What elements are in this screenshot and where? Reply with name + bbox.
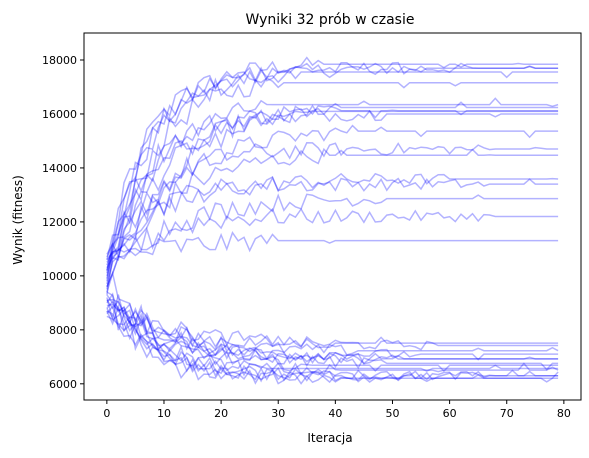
plot-frame: [83, 32, 582, 401]
series-line-19: [106, 297, 559, 349]
series-line-7: [106, 101, 559, 287]
series-line-10: [106, 107, 559, 279]
y-tick-label: 8000: [49, 324, 77, 337]
series-line-21: [106, 270, 559, 356]
series-line-8: [106, 105, 559, 274]
x-tick-label: 50: [385, 407, 399, 420]
series-line-2: [106, 62, 559, 260]
series-line-14: [106, 172, 559, 259]
series-line-26: [106, 304, 559, 373]
y-axis-label: Wynik (fitness): [11, 175, 25, 265]
series-line-16: [106, 193, 559, 271]
y-tick-label: 14000: [42, 162, 77, 175]
series-line-31: [106, 299, 559, 384]
axes-layer: 0 10 20 30 40 50 60 70 80 6000 8000 10000 12000 14000…: [42, 32, 582, 420]
x-tick-label: 70: [500, 407, 514, 420]
series-line-12: [106, 142, 559, 290]
series-line-17: [106, 207, 559, 293]
series-line-11: [106, 124, 559, 269]
series-line-4: [106, 66, 559, 266]
series-line-9: [106, 105, 559, 263]
series-layer: [106, 56, 559, 385]
y-tick-label: 6000: [49, 378, 77, 391]
series-line-29: [106, 291, 559, 382]
x-axis-label: Iteracja: [307, 431, 352, 445]
x-tick-label: 30: [271, 407, 285, 420]
chart-title: Wyniki 32 prób w czasie: [246, 12, 415, 28]
series-line-6: [106, 97, 559, 255]
series-line-18: [106, 231, 559, 261]
x-tick-label: 60: [443, 407, 457, 420]
series-line-20: [106, 302, 559, 351]
series-line-22: [106, 303, 559, 361]
series-line-32: [106, 310, 559, 385]
series-line-15: [106, 176, 559, 285]
x-tick-label: 0: [103, 407, 110, 420]
series-line-1: [106, 56, 559, 271]
series-line-23: [106, 298, 559, 365]
y-tick-label: 10000: [42, 270, 77, 283]
y-tick-label: 18000: [42, 54, 77, 67]
series-line-3: [106, 61, 559, 282]
x-tick-label: 10: [157, 407, 171, 420]
y-tick-label: 12000: [42, 216, 77, 229]
series-line-28: [106, 315, 559, 372]
x-tick-label: 20: [214, 407, 228, 420]
series-line-25: [106, 294, 559, 371]
x-tick-label: 80: [557, 407, 571, 420]
series-line-30: [106, 300, 559, 382]
series-line-27: [106, 292, 559, 377]
y-tick-label: 16000: [42, 108, 77, 121]
series-line-13: [106, 147, 559, 277]
x-tick-label: 40: [328, 407, 342, 420]
series-line-24: [106, 294, 559, 365]
series-line-5: [106, 77, 559, 295]
